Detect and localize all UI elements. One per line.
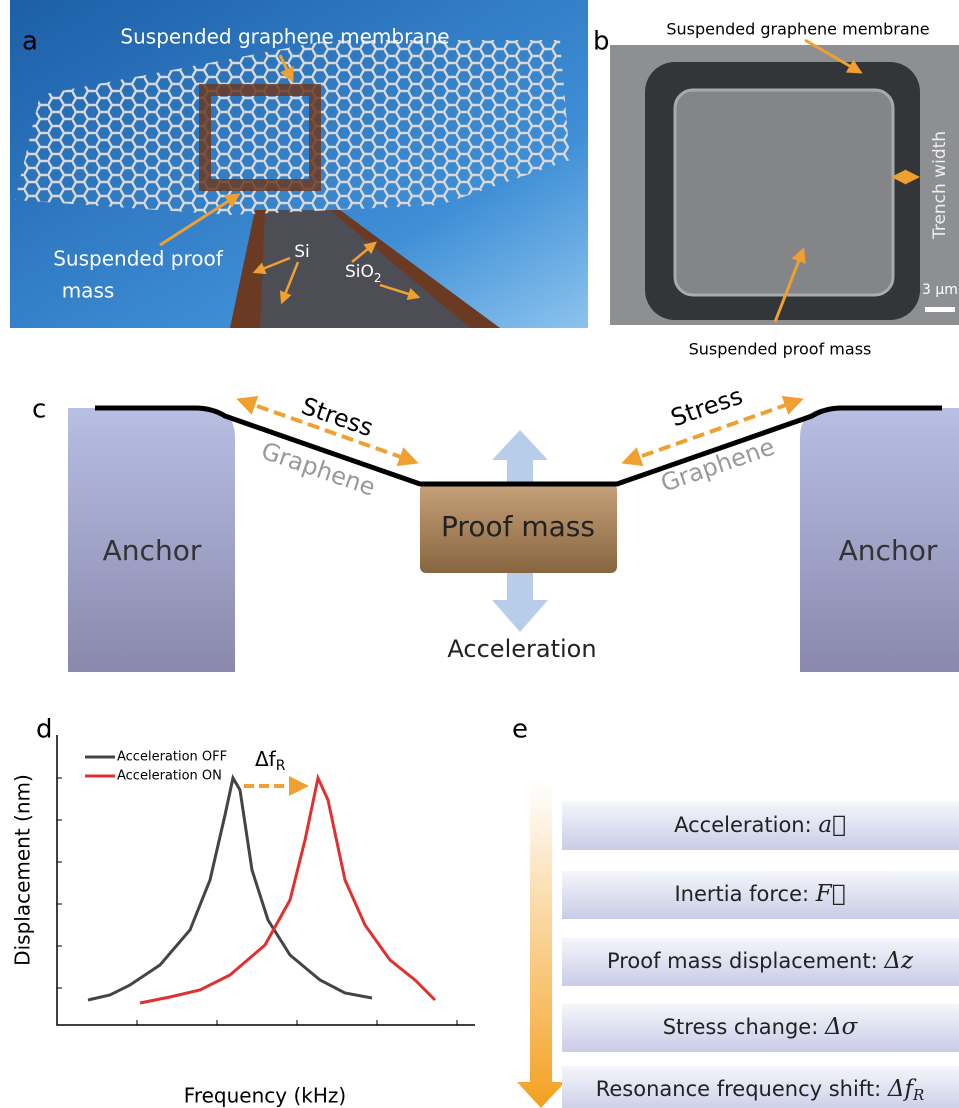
stress-label: Stress [298,392,377,442]
step-text: Proof mass displacement: Δz [607,948,914,974]
scale-bar [925,307,955,312]
panel-d: d ΔfR Acceleration OFF Acceleration ON D… [11,715,476,1108]
panel-e: e Acceleration: a⃗ Inertia force: F⃗ Proof… [512,715,959,1108]
legend-label: Acceleration OFF [117,750,227,765]
panel-b: b Suspended graphene membrane Trench wid… [593,20,959,359]
panel-c: c Anchor Anchor Proof mass Stress Stress… [32,382,959,672]
annotation: Suspended graphene membrane [666,20,929,39]
annotation: Suspended graphene membrane [120,25,449,49]
figure: a Suspended graphene membrane Suspended … [0,0,959,1108]
panel-label: a [22,27,38,57]
step-text: Stress change: Δσ [663,1014,859,1040]
step-text: Resonance frequency shift: ΔfR [596,1076,925,1104]
annotation: Suspended proof mass [689,340,872,359]
flow-arrow [517,782,565,1108]
legend-label: Acceleration ON [117,769,222,784]
step-text: Acceleration: a⃗ [674,812,846,838]
curve-on [140,778,435,1003]
panel-label: e [512,715,528,745]
proof-mass-square [675,90,893,295]
panel-label: d [36,715,53,745]
anchor-label: Anchor [103,534,202,567]
x-axis-label: Frequency (kHz) [184,1084,346,1108]
panel-label: c [32,395,46,425]
proof-mass-label: Proof mass [441,510,595,543]
shift-label: ΔfR [255,747,286,775]
y-axis-label: Displacement (nm) [11,774,35,966]
acceleration-label: Acceleration [447,635,596,663]
panel-label: b [593,27,610,57]
annotation: Si [294,242,310,262]
panel-a: a Suspended graphene membrane Suspended … [10,0,588,328]
ticks [57,778,457,1025]
step-text: Inertia force: F⃗ [674,881,845,907]
steps: Acceleration: a⃗ Inertia force: F⃗ Proof m… [562,802,959,1108]
anchor-label: Anchor [839,534,938,567]
scale-label: 3 μm [922,282,958,298]
annotation: Suspended proof [53,247,223,271]
annotation: Trench width [930,131,950,240]
annotation: mass [62,279,115,303]
